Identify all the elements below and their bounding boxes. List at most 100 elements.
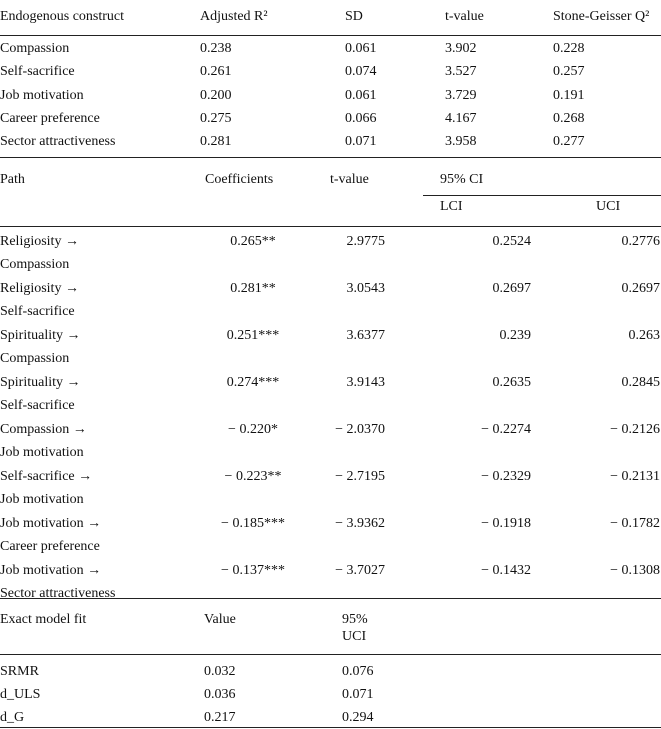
- cell-text: 0.2845: [621, 375, 661, 390]
- cell-text: Spirituality →: [0, 375, 81, 390]
- cell-text: Spirituality →: [0, 328, 81, 343]
- cell-text: − 0.185***: [221, 516, 285, 531]
- cell-text: − 0.1782: [610, 516, 660, 531]
- cell-text: − 0.1918: [481, 516, 531, 531]
- cell-text: 0.281**: [230, 281, 276, 296]
- cell-text: 0.228: [553, 41, 585, 56]
- cell-text: Self-sacrifice →: [0, 469, 93, 484]
- cell-text: − 0.2131: [610, 469, 660, 484]
- cell-text: − 0.2329: [481, 469, 531, 484]
- cell-text: t-value: [330, 172, 369, 187]
- rule: [0, 727, 661, 728]
- cell-text: Sector attractiveness: [0, 586, 116, 601]
- cell-text: d_G: [0, 710, 25, 725]
- cell-text: − 0.1432: [481, 563, 531, 578]
- cell-text: 0.061: [345, 41, 377, 56]
- cell-text: 0.238: [200, 41, 232, 56]
- cell-text: SD: [345, 9, 363, 24]
- cell-text: Job motivation →: [0, 563, 102, 578]
- cell-text: − 2.7195: [335, 469, 385, 484]
- rule: [423, 195, 661, 196]
- cell-text: Path: [0, 172, 25, 187]
- cell-text: Career preference: [0, 539, 100, 554]
- cell-text: 0.032: [204, 664, 236, 679]
- cell-text: − 0.220*: [228, 422, 278, 437]
- cell-text: Sector attractiveness: [0, 134, 116, 150]
- cell-text: 0.275: [200, 110, 232, 126]
- cell-text: 0.263: [628, 328, 661, 343]
- cell-text: 0.074: [345, 64, 377, 80]
- cell-text: d_ULS: [0, 687, 41, 702]
- rule: [0, 598, 661, 599]
- cell-text: 3.729: [445, 87, 477, 103]
- cell-text: Job motivation: [0, 492, 84, 507]
- cell-text: 3.6377: [346, 328, 386, 343]
- cell-text: Exact model fit: [0, 612, 87, 627]
- cell-text: 0.2776: [621, 234, 661, 249]
- cell-text: Self-sacrifice: [0, 304, 75, 319]
- cell-text: Religiosity →: [0, 234, 79, 249]
- cell-text: 0.071: [342, 687, 374, 702]
- cell-text: Self-sacrifice: [0, 64, 75, 80]
- cell-text: − 3.9362: [335, 516, 385, 531]
- cell-text: 0.036: [204, 687, 236, 702]
- cell-text: 3.9143: [346, 375, 386, 390]
- cell-text: Compassion →: [0, 422, 87, 437]
- cell-text: 0.277: [553, 134, 585, 150]
- cell-text: Endogenous construct: [0, 9, 125, 24]
- cell-text: Coefficients: [205, 172, 274, 187]
- cell-text: 0.217: [204, 710, 236, 725]
- cell-text: Job motivation: [0, 445, 84, 460]
- cell-text: − 0.2126: [610, 422, 660, 437]
- cell-text: − 0.137***: [221, 563, 285, 578]
- cell-text: 95% UCI: [342, 612, 368, 644]
- cell-text: − 0.1308: [610, 563, 660, 578]
- cell-text: 0.066: [345, 110, 377, 126]
- cell-text: 0.076: [342, 664, 374, 679]
- cell-text: 0.071: [345, 134, 377, 150]
- cell-text: LCI: [440, 199, 463, 214]
- cell-text: 2.9775: [346, 234, 386, 249]
- cell-text: 0.268: [553, 110, 585, 126]
- cell-text: 95% CI: [440, 172, 484, 187]
- cell-text: − 3.7027: [335, 563, 385, 578]
- rule: [0, 654, 661, 655]
- cell-text: 0.251***: [226, 328, 280, 343]
- cell-text: − 0.2274: [481, 422, 531, 437]
- cell-text: 0.274***: [226, 375, 280, 390]
- cell-text: Compassion: [0, 351, 70, 366]
- cell-text: 4.167: [445, 110, 477, 126]
- cell-text: Career preference: [0, 110, 100, 126]
- cell-text: UCI: [596, 199, 621, 214]
- cell-text: Self-sacrifice: [0, 398, 75, 413]
- cell-text: 0.281: [200, 134, 232, 150]
- cell-text: SRMR: [0, 664, 39, 679]
- cell-text: 0.261: [200, 64, 232, 80]
- cell-text: Job motivation: [0, 87, 84, 103]
- cell-text: 0.2635: [492, 375, 532, 390]
- cell-text: Religiosity →: [0, 281, 79, 296]
- cell-text: 3.958: [445, 134, 477, 150]
- cell-text: 0.2524: [492, 234, 532, 249]
- cell-text: Job motivation →: [0, 516, 102, 531]
- cell-text: 3.527: [445, 64, 477, 80]
- cell-text: Compassion: [0, 41, 70, 56]
- cell-text: 0.061: [345, 87, 377, 103]
- cell-text: 0.257: [553, 64, 585, 80]
- rule: [0, 226, 661, 227]
- cell-text: 0.191: [553, 87, 585, 103]
- cell-text: Stone-Geisser Q²: [553, 9, 650, 24]
- cell-text: 0.239: [499, 328, 532, 343]
- cell-text: 0.294: [342, 710, 374, 725]
- cell-text: 3.0543: [346, 281, 386, 296]
- cell-text: − 2.0370: [335, 422, 385, 437]
- cell-text: 3.902: [445, 41, 477, 56]
- cell-text: − 0.223**: [224, 469, 282, 484]
- cell-text: 0.265**: [230, 234, 276, 249]
- rule: [0, 157, 661, 158]
- cell-text: 0.2697: [492, 281, 532, 296]
- cell-text: Compassion: [0, 257, 70, 272]
- cell-text: t-value: [445, 9, 484, 24]
- rule: [0, 35, 661, 36]
